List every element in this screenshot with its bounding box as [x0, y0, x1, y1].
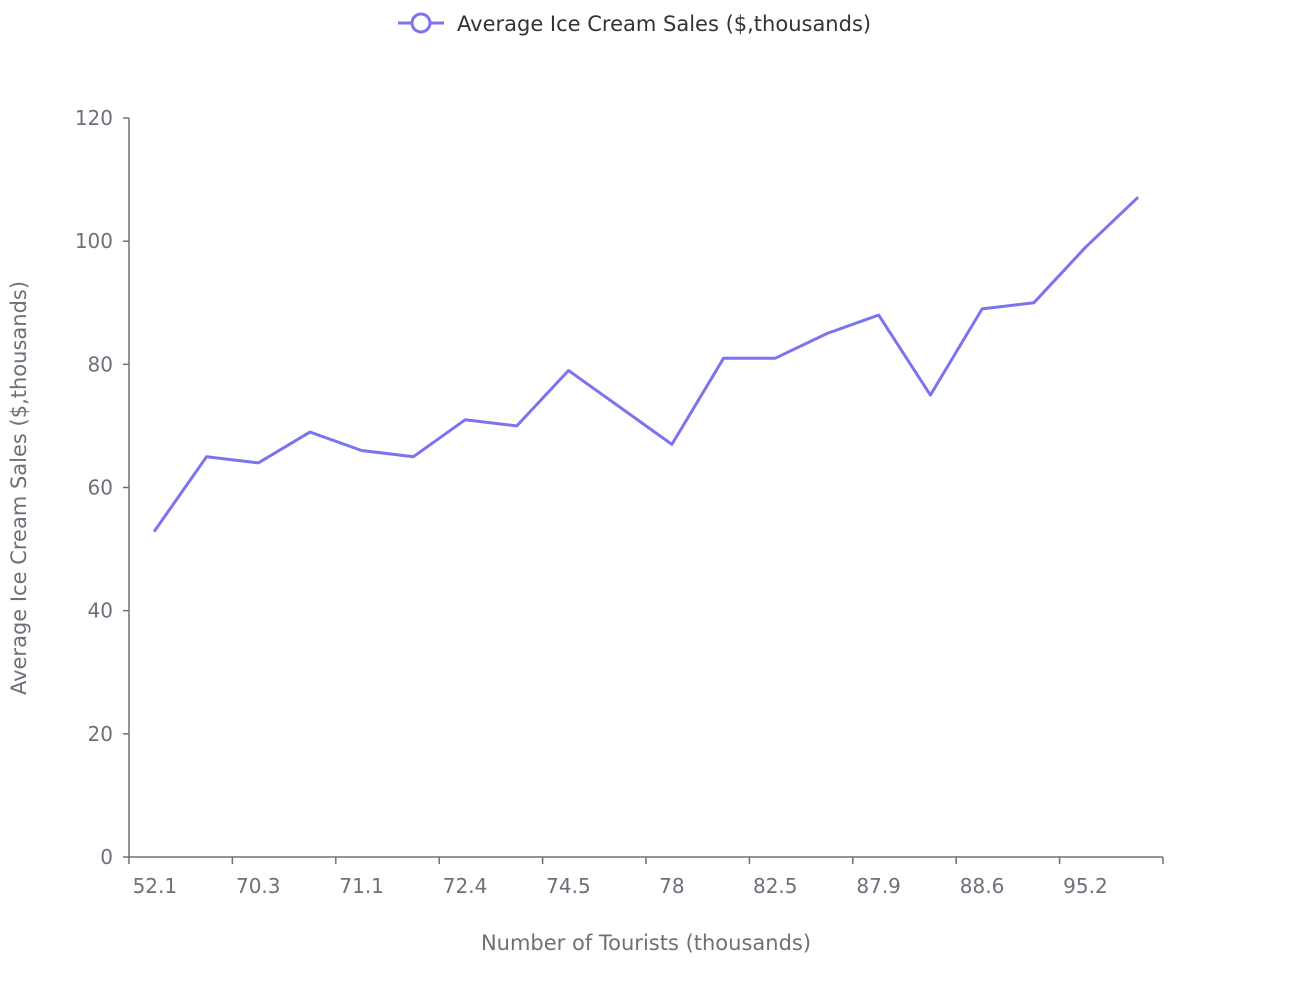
y-tick-label: 60	[88, 476, 113, 500]
series-layer	[153, 196, 1139, 533]
y-tick-label: 20	[88, 722, 113, 746]
y-tick-label: 100	[75, 229, 113, 253]
x-tick-label: 88.6	[960, 874, 1005, 898]
y-axis-ticks: 0 20 40 60 80 100 120	[75, 106, 129, 869]
legend[interactable]: Average Ice Cream Sales ($,thousands)	[398, 12, 871, 36]
x-tick-label: 82.5	[753, 874, 798, 898]
x-tick-label: 72.4	[443, 874, 488, 898]
x-tick-label: 87.9	[856, 874, 901, 898]
x-axis-title: Number of Tourists (thousands)	[481, 931, 811, 955]
y-tick-label: 80	[88, 352, 113, 376]
x-tick-label: 52.1	[133, 874, 178, 898]
x-tick-label: 74.5	[546, 874, 591, 898]
x-tick-label: 71.1	[339, 874, 384, 898]
x-tick-label: 78	[659, 874, 684, 898]
legend-marker-icon	[410, 12, 432, 34]
y-tick-label: 40	[88, 599, 113, 623]
y-tick-label: 0	[100, 845, 113, 869]
x-tick-label: 95.2	[1063, 874, 1108, 898]
series-line	[153, 196, 1139, 533]
x-axis-ticks: 52.1 70.3 71.1 72.4 74.5 78 82.5 87.9 88.6 95.2	[128, 857, 1164, 898]
y-axis-title: Average Ice Cream Sales ($,thousands)	[7, 281, 31, 695]
legend-label: Average Ice Cream Sales ($,thousands)	[457, 12, 871, 36]
x-tick-label: 70.3	[236, 874, 281, 898]
y-tick-label: 120	[75, 106, 113, 130]
